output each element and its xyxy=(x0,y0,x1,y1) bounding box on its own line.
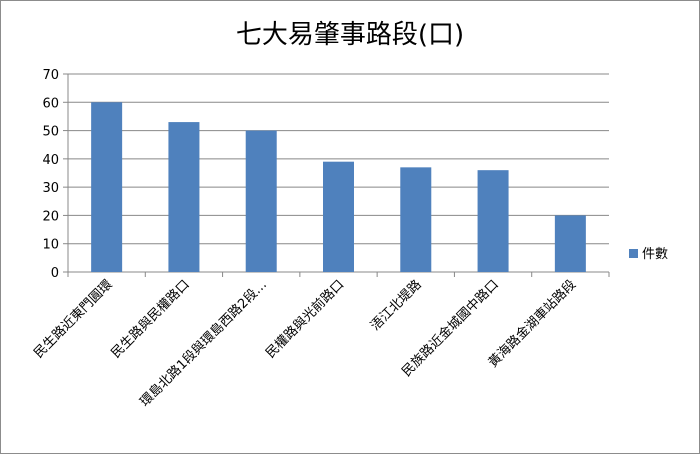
bar xyxy=(168,122,200,272)
y-tick-label: 30 xyxy=(42,181,59,196)
category-label: 環島北路1段與環島西路2段… xyxy=(137,277,270,410)
chart-title: 七大易肇事路段(口) xyxy=(235,20,465,50)
legend-label: 件數 xyxy=(642,247,668,262)
y-tick-label: 60 xyxy=(42,96,59,111)
bar xyxy=(554,215,586,272)
category-label: 民生路近東門圓環 xyxy=(31,277,116,362)
bar xyxy=(323,161,354,272)
legend-swatch xyxy=(629,249,638,258)
y-tick-label: 20 xyxy=(42,209,59,224)
category-label: 黃海路金湖車站路段 xyxy=(485,277,579,371)
y-tick-label: 0 xyxy=(51,266,59,281)
y-tick-label: 10 xyxy=(42,238,59,253)
category-label: 浯江北堤路 xyxy=(367,277,424,334)
bar xyxy=(477,170,509,272)
category-label: 民生路與民權路口 xyxy=(108,277,193,362)
bar xyxy=(245,130,277,272)
category-label: 民權路與光前路口 xyxy=(262,277,347,362)
y-tick-label: 40 xyxy=(42,153,59,168)
y-tick-label: 70 xyxy=(42,68,59,83)
y-tick-label: 50 xyxy=(42,125,59,140)
bar xyxy=(91,102,123,273)
bar xyxy=(400,167,432,272)
